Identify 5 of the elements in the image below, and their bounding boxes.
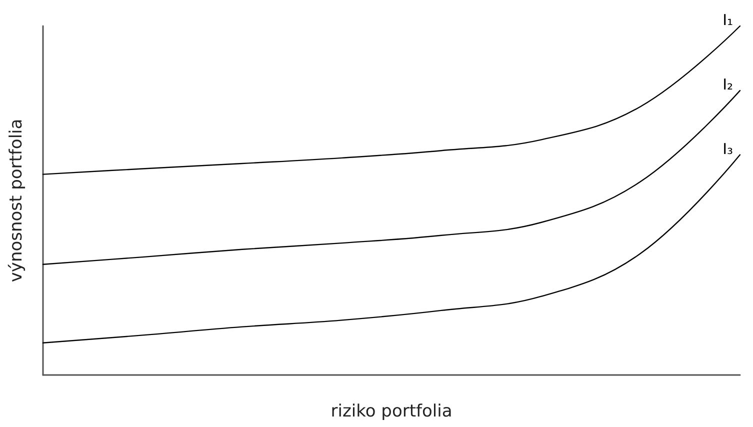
series-label: I₁ — [722, 11, 733, 29]
x-axis-title: riziko portfolia — [330, 402, 452, 422]
series-label: I₂ — [722, 76, 733, 94]
y-axis-title: výnosnost portfolia — [6, 118, 26, 282]
series-label: I₃ — [722, 140, 733, 158]
